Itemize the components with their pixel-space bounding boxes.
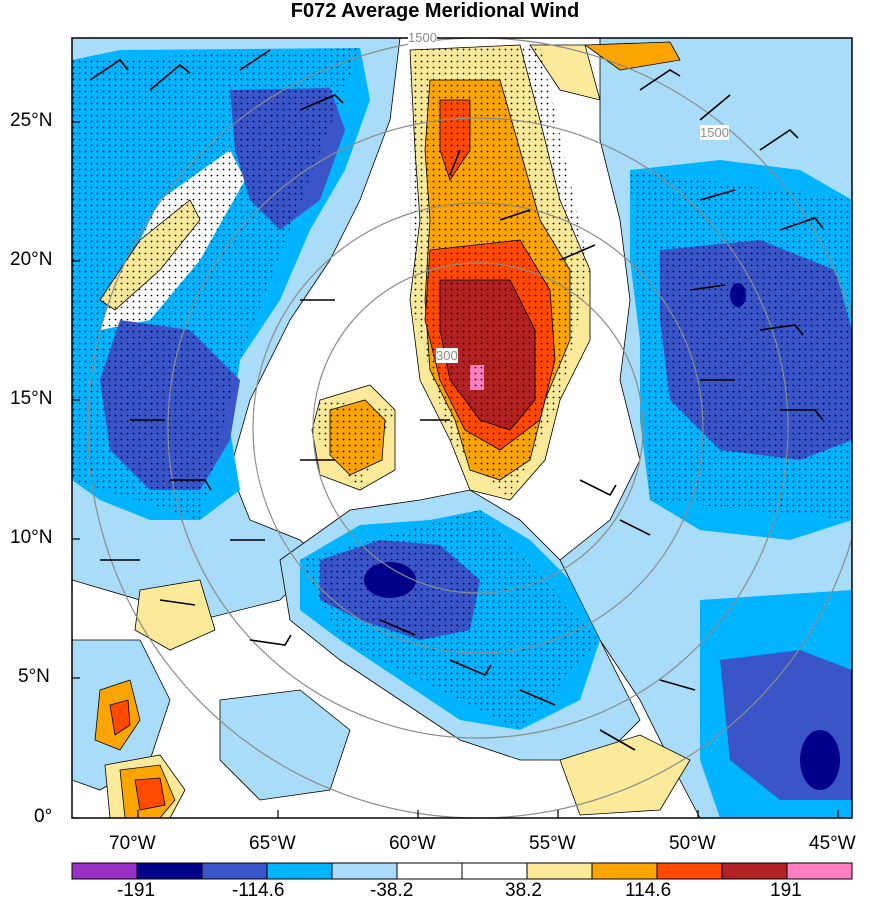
ring-label-1500: 1500 — [700, 125, 729, 140]
ring-label-900: 1500 — [408, 30, 437, 45]
colorbar-box — [201, 862, 268, 880]
wind-barbs — [89, 49, 824, 751]
lon-label-50w: 50°W — [669, 833, 716, 854]
lon-label-70w: 70°W — [109, 833, 156, 854]
axis-ticks — [72, 121, 839, 819]
lat-label-0: 0° — [34, 806, 53, 827]
colorbar-box — [461, 862, 528, 880]
colorbar-box — [331, 862, 398, 880]
lat-label-25n: 25°N — [10, 110, 53, 131]
colorbar-box — [71, 862, 138, 880]
chart-title: F072 Average Meridional Wind — [290, 0, 580, 22]
colorbar-label: 191 — [770, 880, 802, 901]
lon-label-55w: 55°W — [529, 833, 576, 854]
colorbar-label: 38.2 — [505, 880, 542, 901]
colorbar-label: -191 — [117, 880, 156, 901]
lon-label-60w: 60°W — [389, 833, 436, 854]
colorbar-box — [266, 862, 333, 880]
colorbar-box — [721, 862, 788, 880]
colorbar-box — [136, 862, 203, 880]
colorbar-box — [656, 862, 723, 880]
colorbar-box — [591, 862, 658, 880]
lat-label-15n: 15°N — [10, 388, 53, 409]
lon-label-45w: 45°W — [809, 833, 856, 854]
colorbar-label: -114.6 — [232, 880, 285, 901]
lon-label-65w: 65°W — [249, 833, 296, 854]
colorbar-label: -38.2 — [370, 880, 414, 901]
colorbar-box — [396, 862, 463, 880]
lat-label-10n: 10°N — [10, 527, 53, 548]
lat-label-20n: 20°N — [10, 249, 53, 270]
colorbar-box — [786, 862, 853, 880]
ring-label-300: 300 — [436, 348, 458, 363]
colorbar — [71, 862, 853, 880]
colorbar-label: 114.6 — [625, 880, 672, 901]
colorbar-box — [526, 862, 593, 880]
range-rings — [87, 38, 852, 818]
map-frame — [71, 37, 853, 819]
significance-stipple — [72, 45, 852, 730]
lat-label-5n: 5°N — [18, 666, 50, 687]
